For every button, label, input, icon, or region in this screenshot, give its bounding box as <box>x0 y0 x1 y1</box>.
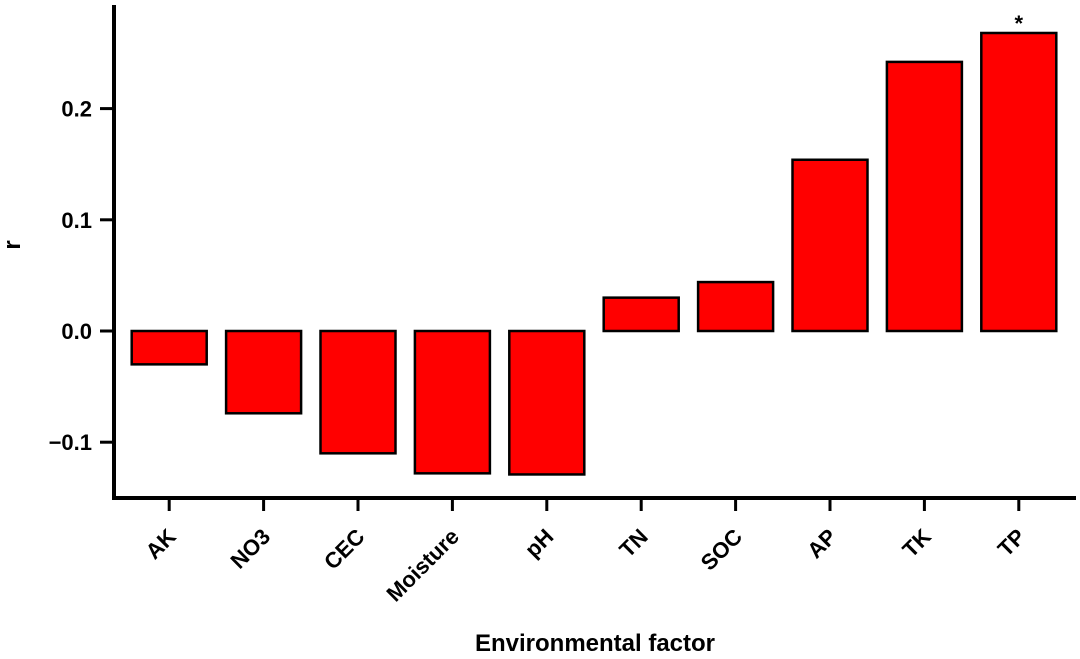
x-ticks-group: AK NO3 CEC Moisture pH TN SOC AP TK TP <box>141 498 1031 607</box>
bar-soc <box>696 280 775 333</box>
x-tick-label: TP <box>993 524 1031 562</box>
y-tick-label: 0.2 <box>61 97 92 122</box>
bar-moisture <box>413 329 492 475</box>
bar-ak <box>130 329 208 366</box>
bar-no3 <box>224 329 303 415</box>
x-tick-label: AP <box>802 524 841 563</box>
bars-group <box>130 31 1058 476</box>
axes-group <box>112 5 1076 500</box>
bar-cec <box>319 329 397 455</box>
x-tick-label: NO3 <box>225 524 275 574</box>
x-tick-label: TN <box>614 524 652 562</box>
x-tick-label: SOC <box>696 524 747 575</box>
y-axis-title: r <box>0 240 26 249</box>
x-tick-label: pH <box>520 524 558 562</box>
bar-tk <box>885 60 964 333</box>
y-tick-label: −0.1 <box>49 430 92 455</box>
bar-tp <box>980 31 1058 333</box>
x-tick-label: AK <box>141 524 181 564</box>
x-tick-label: Moisture <box>381 524 464 607</box>
y-ticks-group: −0.1 0.0 0.1 0.2 <box>49 97 114 455</box>
annotations-group: * <box>1015 11 1024 36</box>
y-tick-label: 0.1 <box>61 208 92 233</box>
x-tick-label: TK <box>898 524 936 562</box>
x-axis-title: Environmental factor <box>475 630 715 657</box>
bar-ap <box>791 158 869 333</box>
x-tick-label: CEC <box>319 524 370 575</box>
bar-ph <box>508 329 586 476</box>
significance-annotation: * <box>1015 11 1024 36</box>
bar-tn <box>602 296 680 333</box>
y-tick-label: 0.0 <box>61 319 92 344</box>
